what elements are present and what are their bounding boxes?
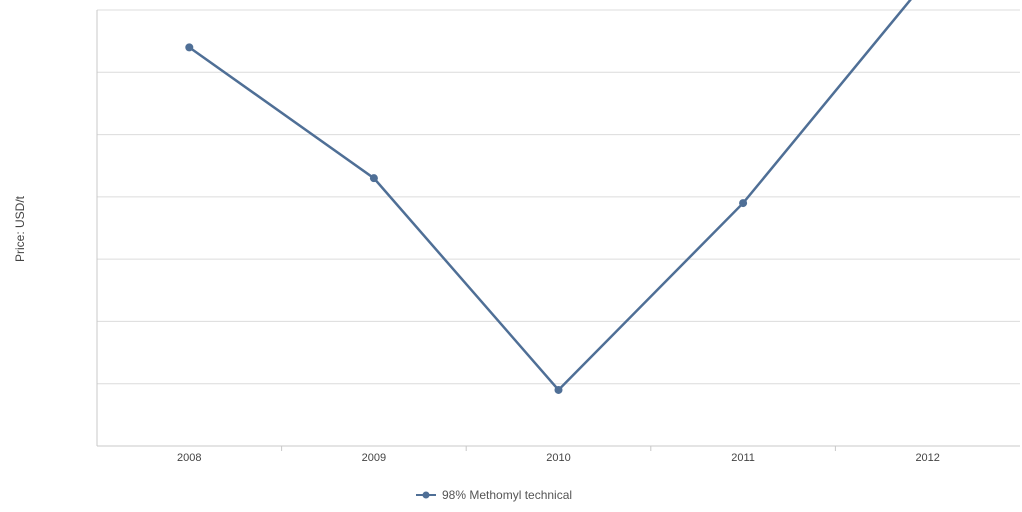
y-axis-label: Price: USD/t bbox=[13, 195, 27, 263]
x-tick-label: 2011 bbox=[731, 452, 755, 464]
legend: 98% Methomyl technical bbox=[416, 486, 572, 504]
gridlines bbox=[97, 9, 1020, 385]
axes bbox=[96, 10, 1020, 451]
data-point bbox=[739, 199, 748, 208]
data-point bbox=[554, 385, 563, 394]
series-line bbox=[188, 0, 912, 392]
y-axis-label-wrap: Price: USD/t bbox=[0, 0, 40, 512]
legend-label: 98% Methomyl technical bbox=[442, 488, 573, 502]
series-group bbox=[185, 0, 912, 394]
legend-marker-icon bbox=[416, 491, 436, 499]
x-tick-label: 2012 bbox=[915, 452, 940, 464]
x-tick-label: 2010 bbox=[546, 452, 571, 464]
data-point bbox=[369, 174, 378, 183]
data-point bbox=[185, 43, 194, 52]
x-tick-label: 2008 bbox=[177, 452, 202, 464]
x-tick-label: 2009 bbox=[361, 452, 387, 464]
